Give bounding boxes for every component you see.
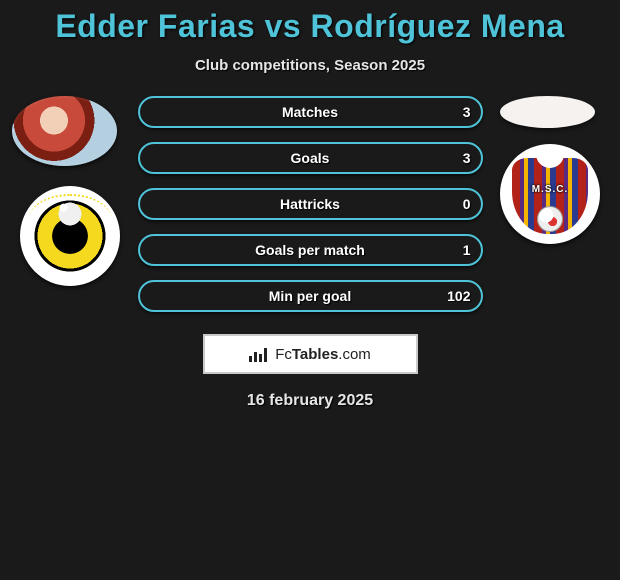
player2-avatar xyxy=(500,96,595,128)
stat-label: Hattricks xyxy=(140,190,481,218)
stat-bars: Matches3Goals3Hattricks0Goals per match1… xyxy=(138,96,483,312)
brand-prefix: Fc xyxy=(275,346,292,363)
stat-value-right: 3 xyxy=(463,98,471,126)
comparison-stage: M.S.C. Matches3Goals3Hattricks0Goals per… xyxy=(0,96,620,312)
stat-value-right: 0 xyxy=(463,190,471,218)
stat-label: Goals xyxy=(140,144,481,172)
stat-label: Matches xyxy=(140,98,481,126)
brand-suffix: .com xyxy=(338,346,371,363)
stat-bar: Goals per match1 xyxy=(138,234,483,266)
player1-club-badge xyxy=(20,186,120,286)
brand-text: FcTables.com xyxy=(275,346,371,363)
club2-label: M.S.C. xyxy=(500,184,600,195)
stat-value-right: 3 xyxy=(463,144,471,172)
vs-text: vs xyxy=(265,8,302,44)
stat-value-right: 1 xyxy=(463,236,471,264)
player1-avatar xyxy=(12,96,117,166)
page-title: Edder Farias vs Rodríguez Mena xyxy=(0,0,620,45)
brand-bold: Tables xyxy=(292,346,338,363)
bar-chart-icon xyxy=(249,346,269,362)
ball-icon xyxy=(537,206,563,232)
player2-club-badge: M.S.C. xyxy=(500,144,600,244)
stat-value-right: 102 xyxy=(447,282,470,310)
stat-label: Goals per match xyxy=(140,236,481,264)
player2-name: Rodríguez Mena xyxy=(311,8,565,44)
stat-label: Min per goal xyxy=(140,282,481,310)
stat-bar: Min per goal102 xyxy=(138,280,483,312)
brand-box: FcTables.com xyxy=(203,334,418,374)
subtitle: Club competitions, Season 2025 xyxy=(0,57,620,74)
stat-bar: Hattricks0 xyxy=(138,188,483,220)
player1-name: Edder Farias xyxy=(55,8,255,44)
stat-bar: Goals3 xyxy=(138,142,483,174)
date-text: 16 february 2025 xyxy=(0,392,620,410)
stat-bar: Matches3 xyxy=(138,96,483,128)
